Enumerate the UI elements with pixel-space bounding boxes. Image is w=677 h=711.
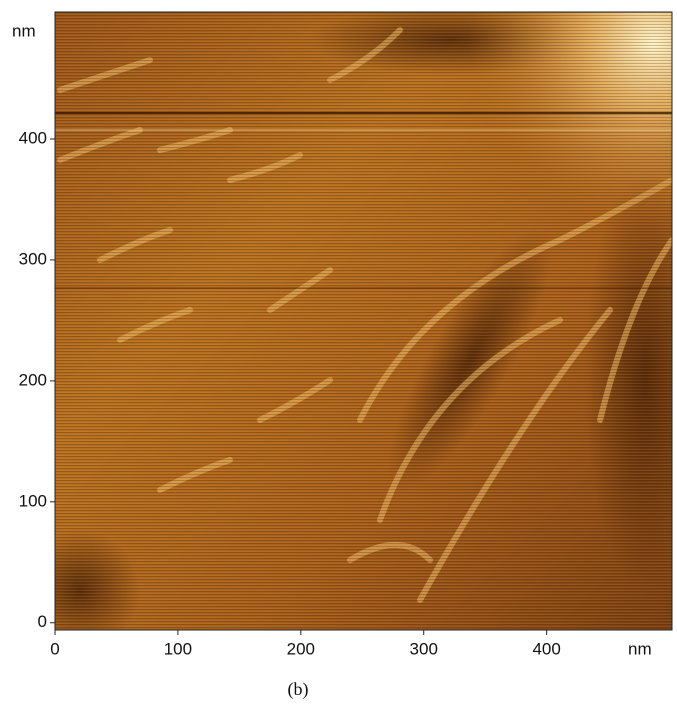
y-tick-label: 0 <box>38 612 47 631</box>
x-axis-label: nm <box>628 639 652 658</box>
x-tick-label: 100 <box>164 639 192 658</box>
x-tick-label: 400 <box>532 639 560 658</box>
x-tick-label: 300 <box>410 639 438 658</box>
x-tick-label: 0 <box>50 639 59 658</box>
y-tick-label: 300 <box>19 249 47 268</box>
caption: (b) <box>288 679 309 700</box>
y-tick-label: 400 <box>19 128 47 147</box>
plot-frame <box>54 11 673 631</box>
y-axis-label: nm <box>12 21 36 40</box>
afm-image <box>55 12 672 630</box>
y-tick-label: 100 <box>19 491 47 510</box>
y-tick-label: 200 <box>19 370 47 389</box>
x-tick-label: 200 <box>287 639 315 658</box>
